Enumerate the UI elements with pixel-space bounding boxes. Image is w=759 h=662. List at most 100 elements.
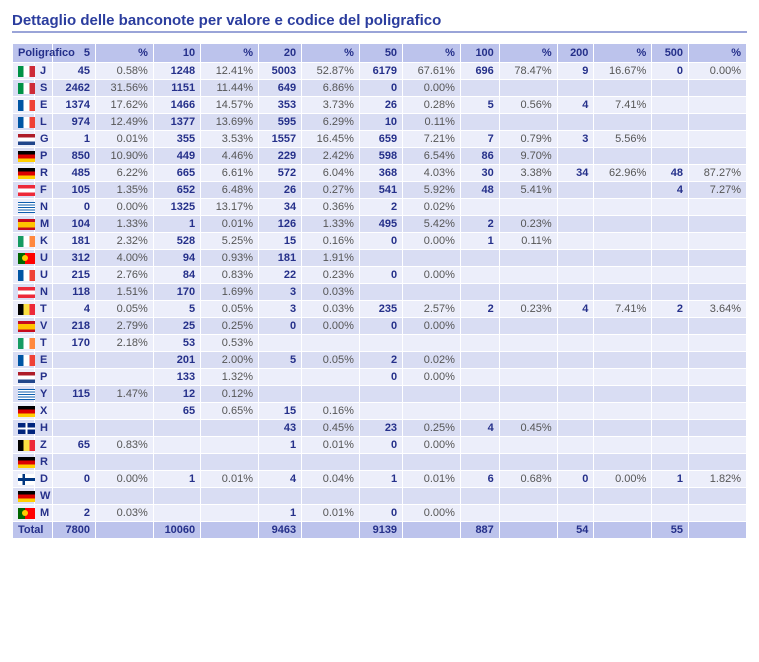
column-header[interactable]: % xyxy=(201,44,258,62)
percent-cell xyxy=(689,250,746,266)
percent-cell: 0.02% xyxy=(403,352,460,368)
printer-code: P xyxy=(35,148,52,164)
percent-cell xyxy=(201,420,258,436)
percent-cell: 4.00% xyxy=(96,250,153,266)
value-cell: 4 xyxy=(558,301,594,317)
column-header[interactable]: 20 xyxy=(259,44,301,62)
percent-cell xyxy=(689,420,746,436)
value-cell xyxy=(461,250,499,266)
value-cell: 170 xyxy=(53,335,95,351)
percent-cell: 1.82% xyxy=(689,471,746,487)
percent-cell xyxy=(500,335,557,351)
table-row: F1051.35%6526.48%260.27%5415.92%485.41%4… xyxy=(13,182,746,198)
value-cell xyxy=(461,437,499,453)
value-cell: 1325 xyxy=(154,199,200,215)
value-cell: 353 xyxy=(259,97,301,113)
percent-cell xyxy=(689,403,746,419)
table-row: G10.01%3553.53%155716.45%6597.21%70.79%3… xyxy=(13,131,746,147)
percent-cell: 14.57% xyxy=(201,97,258,113)
value-cell xyxy=(53,454,95,470)
value-cell: 449 xyxy=(154,148,200,164)
percent-cell: 16.45% xyxy=(302,131,359,147)
value-cell xyxy=(652,233,688,249)
percent-cell xyxy=(403,403,460,419)
value-cell xyxy=(461,114,499,130)
value-cell: 104 xyxy=(53,216,95,232)
percent-cell xyxy=(96,352,153,368)
column-header[interactable]: 10 xyxy=(154,44,200,62)
value-cell: 0 xyxy=(360,318,402,334)
percent-cell: 6.48% xyxy=(201,182,258,198)
column-header[interactable]: % xyxy=(594,44,651,62)
value-cell: 65 xyxy=(154,403,200,419)
percent-cell: 3.64% xyxy=(689,301,746,317)
value-cell: 1248 xyxy=(154,63,200,79)
value-cell xyxy=(558,284,594,300)
percent-cell xyxy=(500,114,557,130)
value-cell: 235 xyxy=(360,301,402,317)
value-cell xyxy=(461,352,499,368)
printer-code: K xyxy=(35,233,52,249)
percent-cell: 62.96% xyxy=(594,165,651,181)
column-header[interactable]: Poligrafico xyxy=(13,44,52,62)
flag-cell xyxy=(13,182,34,198)
column-header[interactable]: % xyxy=(689,44,746,62)
value-cell: 0 xyxy=(360,505,402,521)
value-cell: 0 xyxy=(360,369,402,385)
flag-cell xyxy=(13,216,34,232)
percent-cell xyxy=(594,488,651,504)
percent-cell: 1.69% xyxy=(201,284,258,300)
table-row: T1702.18%530.53% xyxy=(13,335,746,351)
value-cell: 115 xyxy=(53,386,95,402)
percent-cell xyxy=(96,488,153,504)
table-row: R xyxy=(13,454,746,470)
value-cell: 652 xyxy=(154,182,200,198)
percent-cell: 1.33% xyxy=(96,216,153,232)
flag-cell xyxy=(13,454,34,470)
value-cell xyxy=(652,131,688,147)
percent-cell xyxy=(500,505,557,521)
percent-cell: 0.93% xyxy=(201,250,258,266)
value-cell xyxy=(558,216,594,232)
percent-cell: 0.11% xyxy=(500,233,557,249)
percent-cell: 5.41% xyxy=(500,182,557,198)
value-cell: 5003 xyxy=(259,63,301,79)
value-cell: 34 xyxy=(558,165,594,181)
printer-code: R xyxy=(35,165,52,181)
percent-cell xyxy=(96,420,153,436)
value-cell xyxy=(652,335,688,351)
value-cell: 48 xyxy=(652,165,688,181)
value-cell: 485 xyxy=(53,165,95,181)
percent-cell: 0.56% xyxy=(500,97,557,113)
value-cell: 25 xyxy=(154,318,200,334)
percent-cell: 0.01% xyxy=(201,471,258,487)
column-header[interactable]: 100 xyxy=(461,44,499,62)
percent-cell xyxy=(403,335,460,351)
value-cell: 572 xyxy=(259,165,301,181)
flag-cell xyxy=(13,437,34,453)
value-cell xyxy=(558,267,594,283)
percent-cell: 11.44% xyxy=(201,80,258,96)
value-cell xyxy=(259,335,301,351)
column-header[interactable]: 500 xyxy=(652,44,688,62)
printer-code: T xyxy=(35,301,52,317)
percent-cell: 7.27% xyxy=(689,182,746,198)
percent-cell: 78.47% xyxy=(500,63,557,79)
value-cell: 26 xyxy=(360,97,402,113)
value-cell: 94 xyxy=(154,250,200,266)
table-row: T40.05%50.05%30.03%2352.57%20.23%47.41%2… xyxy=(13,301,746,317)
value-cell: 368 xyxy=(360,165,402,181)
percent-cell: 2.00% xyxy=(201,352,258,368)
column-header[interactable]: % xyxy=(403,44,460,62)
column-header[interactable]: 200 xyxy=(558,44,594,62)
column-header[interactable]: % xyxy=(500,44,557,62)
value-cell xyxy=(652,369,688,385)
value-cell xyxy=(652,420,688,436)
value-cell xyxy=(558,386,594,402)
column-header[interactable]: % xyxy=(96,44,153,62)
value-cell xyxy=(154,488,200,504)
value-cell: 201 xyxy=(154,352,200,368)
flag-cell xyxy=(13,80,34,96)
column-header[interactable]: 50 xyxy=(360,44,402,62)
column-header[interactable]: % xyxy=(302,44,359,62)
